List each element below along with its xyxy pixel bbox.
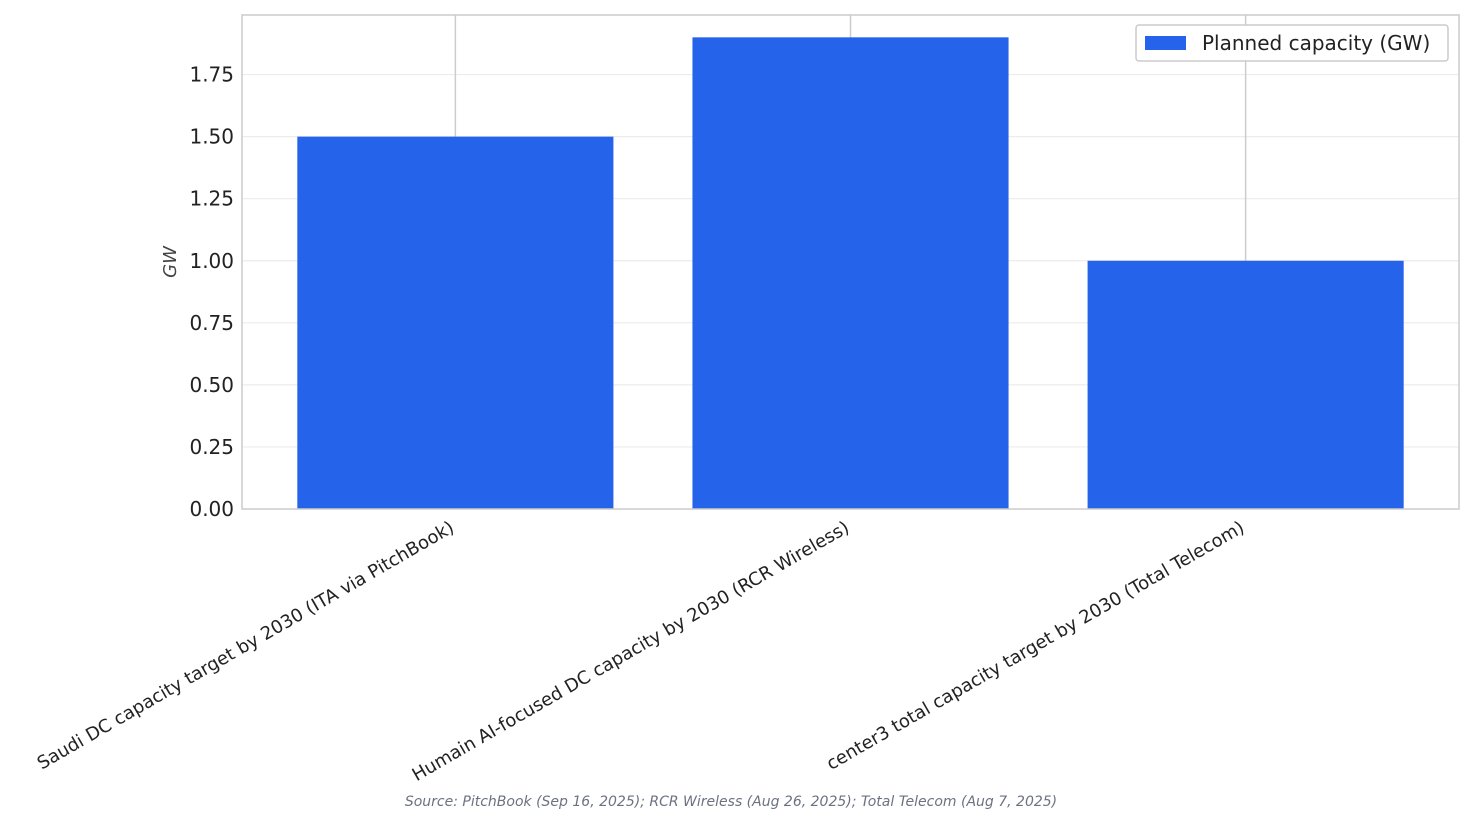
x-tick-labels: Saudi DC capacity target by 2030 (ITA vi… xyxy=(34,517,1248,786)
legend-swatch xyxy=(1145,36,1186,50)
x-tick-label: Humain AI-focused DC capacity by 2030 (R… xyxy=(409,517,853,786)
bar xyxy=(692,37,1009,510)
y-tick-label: 1.25 xyxy=(189,187,234,211)
source-note: Source: PitchBook (Sep 16, 2025); RCR Wi… xyxy=(405,794,1057,810)
bar xyxy=(297,136,614,509)
legend-label: Planned capacity (GW) xyxy=(1202,31,1430,55)
y-tick-label: 0.75 xyxy=(189,311,234,335)
bars xyxy=(297,37,1404,510)
y-axis-label: GW xyxy=(160,245,181,278)
plot-frame xyxy=(241,14,1460,510)
legend-box xyxy=(1135,24,1449,62)
y-tick-label: 0.50 xyxy=(189,373,234,397)
y-tick-label: 1.75 xyxy=(189,63,234,87)
y-tick-label: 0.25 xyxy=(189,435,234,459)
bar xyxy=(1087,260,1404,509)
x-tick-label: center3 total capacity target by 2030 (T… xyxy=(823,517,1248,775)
legend: Planned capacity (GW) xyxy=(1135,24,1449,62)
y-tick-label: 1.00 xyxy=(189,249,234,273)
x-tick-label: Saudi DC capacity target by 2030 (ITA vi… xyxy=(34,517,458,774)
y-tick-labels: 0.00 0.25 0.50 0.75 1.00 1.25 1.50 1.75 xyxy=(189,63,234,521)
y-tick-label: 0.00 xyxy=(189,497,234,521)
y-tick-label: 1.50 xyxy=(189,125,234,149)
